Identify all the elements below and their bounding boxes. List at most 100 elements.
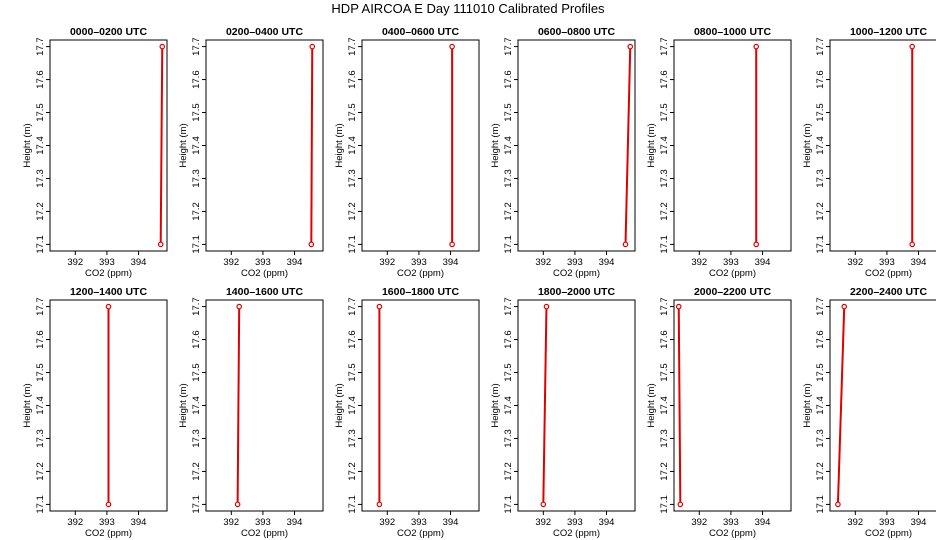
x-tick-label: 393 bbox=[723, 517, 739, 528]
x-tick-label: 393 bbox=[255, 257, 271, 268]
y-tick-label: 17.7 bbox=[35, 297, 46, 316]
panel-4: 0600–0800 UTC 392 393 394 17.1 17.2 17.3 17.4 17… bbox=[490, 26, 636, 279]
y-tick-label: 17.5 bbox=[659, 363, 670, 382]
profile-point bbox=[627, 43, 634, 50]
y-tick-label: 17.3 bbox=[659, 169, 670, 188]
y-tick-label: 17.4 bbox=[815, 396, 826, 415]
panel-1: 0000–0200 UTC 392 393 394 17.1 17.2 17.3 17.4 17… bbox=[22, 26, 168, 279]
x-axis-label: CO2 (ppm) bbox=[241, 528, 288, 539]
y-tick-label: 17.2 bbox=[35, 462, 46, 481]
profile-point bbox=[835, 501, 841, 508]
panel-title: 1200–1400 UTC bbox=[70, 286, 147, 298]
y-tick-label: 17.6 bbox=[191, 330, 202, 349]
profile-line bbox=[310, 46, 314, 245]
y-tick-label: 17.5 bbox=[35, 363, 46, 382]
y-tick-label: 17.3 bbox=[347, 429, 358, 448]
x-tick-label: 392 bbox=[379, 517, 395, 528]
y-tick-label: 17.6 bbox=[659, 70, 670, 89]
y-tick-label: 17.6 bbox=[191, 70, 202, 89]
y-tick-label: 17.1 bbox=[191, 235, 202, 254]
y-axis-label: Height (m) bbox=[802, 123, 813, 167]
y-tick-label: 17.5 bbox=[659, 103, 670, 122]
y-tick-label: 17.2 bbox=[815, 202, 826, 221]
x-tick-label: 392 bbox=[691, 517, 707, 528]
profile-point bbox=[449, 241, 455, 248]
plot-frame bbox=[49, 39, 168, 252]
panel-2: 0200–0400 UTC 392 393 394 17.1 17.2 17.3 17.4 17… bbox=[178, 26, 324, 279]
y-tick-label: 17.2 bbox=[659, 462, 670, 481]
x-tick-label: 394 bbox=[131, 517, 147, 528]
panel-3: 0400–0600 UTC 392 393 394 17.1 17.2 17.3 17.4 17… bbox=[334, 26, 480, 279]
y-tick-label: 17.3 bbox=[503, 429, 514, 448]
y-tick-label: 17.2 bbox=[191, 462, 202, 481]
y-tick-label: 17.7 bbox=[815, 297, 826, 316]
x-tick-label: 392 bbox=[223, 517, 239, 528]
x-tick-label: 392 bbox=[67, 257, 83, 268]
profile-point bbox=[309, 43, 316, 50]
x-tick-label: 393 bbox=[567, 517, 583, 528]
y-axis-label: Height (m) bbox=[334, 383, 345, 427]
y-tick-label: 17.5 bbox=[191, 103, 202, 122]
y-tick-label: 17.1 bbox=[503, 495, 514, 514]
x-axis-label: CO2 (ppm) bbox=[241, 268, 288, 279]
y-axis-label: Height (m) bbox=[646, 383, 657, 427]
y-tick-label: 17.2 bbox=[191, 202, 202, 221]
panel-title: 0400–0600 UTC bbox=[382, 26, 459, 38]
plot-frame bbox=[205, 39, 324, 252]
y-tick-label: 17.4 bbox=[815, 136, 826, 155]
y-tick-label: 17.7 bbox=[347, 297, 358, 316]
y-tick-label: 17.1 bbox=[815, 235, 826, 254]
profile-line bbox=[159, 46, 164, 245]
profile-line bbox=[624, 46, 632, 245]
y-tick-label: 17.4 bbox=[347, 396, 358, 415]
y-tick-label: 17.2 bbox=[815, 462, 826, 481]
y-tick-label: 17.4 bbox=[347, 136, 358, 155]
profile-point bbox=[540, 501, 547, 508]
y-tick-label: 17.3 bbox=[191, 429, 202, 448]
x-axis-label: CO2 (ppm) bbox=[865, 528, 912, 539]
x-tick-label: 392 bbox=[691, 257, 707, 268]
y-tick-label: 17.6 bbox=[815, 70, 826, 89]
profile-line bbox=[542, 306, 548, 505]
y-tick-label: 17.7 bbox=[35, 37, 46, 56]
y-tick-label: 17.5 bbox=[35, 103, 46, 122]
y-axis-label: Height (m) bbox=[490, 123, 501, 167]
profile-point bbox=[753, 241, 760, 248]
panel-title: 0600–0800 UTC bbox=[538, 26, 615, 38]
x-tick-label: 394 bbox=[287, 517, 303, 528]
x-axis-label: CO2 (ppm) bbox=[865, 268, 912, 279]
profile-point bbox=[677, 501, 684, 508]
y-tick-label: 17.4 bbox=[659, 396, 670, 415]
y-tick-label: 17.4 bbox=[191, 136, 202, 155]
x-tick-label: 392 bbox=[223, 257, 239, 268]
y-tick-label: 17.7 bbox=[191, 37, 202, 56]
profile-point bbox=[157, 241, 164, 248]
panel-12: 2200–2400 UTC 392 393 394 17.1 17.2 17.3 17.4 17… bbox=[802, 286, 936, 539]
y-tick-label: 17.6 bbox=[35, 70, 46, 89]
y-tick-label: 17.1 bbox=[347, 495, 358, 514]
y-tick-label: 17.3 bbox=[191, 169, 202, 188]
x-axis-label: CO2 (ppm) bbox=[709, 268, 756, 279]
plot-frame bbox=[517, 39, 636, 252]
panel-8: 1400–1600 UTC 392 393 394 17.1 17.2 17.3 17.4 17… bbox=[178, 286, 324, 539]
x-tick-label: 393 bbox=[411, 517, 427, 528]
y-tick-label: 17.5 bbox=[815, 363, 826, 382]
y-tick-label: 17.5 bbox=[347, 103, 358, 122]
y-tick-label: 17.5 bbox=[503, 363, 514, 382]
x-tick-label: 394 bbox=[755, 517, 771, 528]
x-tick-label: 394 bbox=[287, 257, 303, 268]
profile-line bbox=[236, 306, 241, 505]
profile-point bbox=[841, 303, 848, 310]
y-tick-label: 17.1 bbox=[191, 495, 202, 514]
plot-frame bbox=[361, 39, 480, 252]
profile-point bbox=[622, 241, 629, 248]
plot-frame bbox=[673, 299, 792, 512]
y-tick-label: 17.6 bbox=[503, 330, 514, 349]
y-tick-label: 17.1 bbox=[347, 235, 358, 254]
y-axis-label: Height (m) bbox=[490, 383, 501, 427]
y-tick-label: 17.3 bbox=[815, 429, 826, 448]
profile-point bbox=[543, 303, 550, 310]
y-axis-label: Height (m) bbox=[22, 123, 33, 167]
y-axis-label: Height (m) bbox=[178, 383, 189, 427]
y-tick-label: 17.7 bbox=[503, 297, 514, 316]
